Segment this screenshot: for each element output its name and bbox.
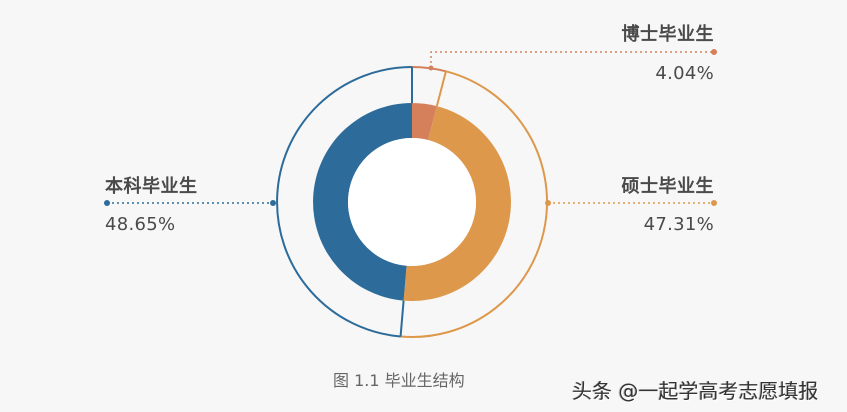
outer-ring-bachelor <box>276 66 413 338</box>
segment-bachelor[interactable] <box>313 103 412 301</box>
segment-doctor[interactable] <box>412 103 437 141</box>
label-bachelor-value: 48.65% <box>105 214 176 235</box>
separator-master-start <box>435 71 447 107</box>
figure-caption: 图 1.1 毕业生结构 <box>333 371 465 390</box>
separator-bachelor-start <box>399 300 405 337</box>
leader-line-bachelor <box>104 200 276 206</box>
donut-hole <box>348 138 476 266</box>
label-doctor-name: 博士毕业生 <box>621 24 714 45</box>
label-master-name: 硕士毕业生 <box>621 176 714 197</box>
segment-master[interactable] <box>403 106 511 301</box>
leader-line-master <box>545 200 717 206</box>
label-master-value: 47.31% <box>643 214 714 235</box>
leader-line-doctor <box>428 49 717 71</box>
label-bachelor-name: 本科毕业生 <box>105 176 198 197</box>
watermark: 头条 @一起学高考志愿填报 <box>572 379 819 403</box>
outer-ring-master <box>400 70 548 338</box>
label-doctor-value: 4.04% <box>655 63 714 84</box>
